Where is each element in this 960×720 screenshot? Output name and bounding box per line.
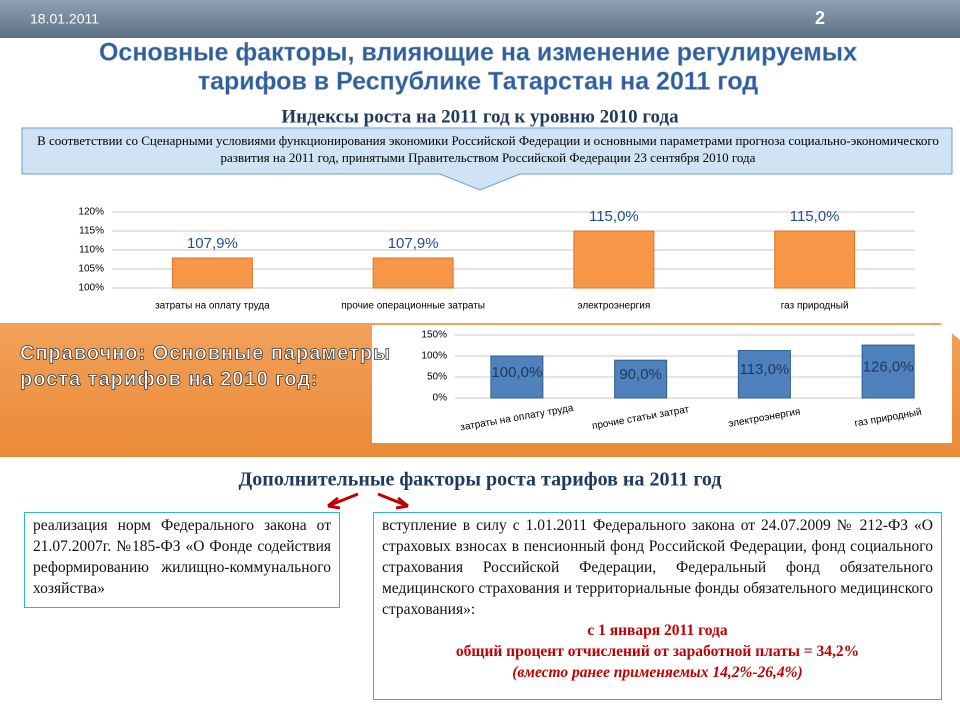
bar — [614, 359, 668, 399]
y-tick-label: 50% — [427, 372, 447, 383]
right-box: вступление в силу с 1.01.2011 Федерально… — [373, 512, 942, 700]
value-label: 115,0% — [589, 208, 639, 225]
value-label: 100,0% — [491, 364, 542, 381]
note: В соответствии со Сценарными условиями ф… — [37, 133, 939, 165]
additional-title: Дополнительные факторы роста тарифов на … — [239, 469, 722, 491]
bar — [737, 350, 791, 399]
value-label: 107,9% — [187, 235, 238, 252]
arrow — [327, 492, 359, 510]
value-label: 107,9% — [388, 235, 439, 252]
date: 18.01.2011 — [30, 11, 99, 27]
x-tick-label: электроэнергия — [577, 301, 650, 312]
page-number: 2 — [815, 8, 825, 28]
y-tick-label: 100% — [421, 351, 447, 362]
title: Основные факторы, влияющие на изменение … — [99, 39, 857, 67]
value-label: 115,0% — [790, 208, 840, 225]
right-box-text: вступление в силу с 1.01.2011 Федерально… — [382, 517, 933, 618]
y-tick-label: 100% — [78, 283, 104, 294]
x-tick-label: газ природный — [781, 301, 849, 312]
highlight: с 1 января 2011 года — [587, 622, 728, 639]
bar — [573, 230, 655, 289]
y-tick-label: 105% — [78, 264, 104, 275]
x-tick-label: прочие операционные затраты — [341, 301, 485, 312]
bar — [490, 355, 544, 399]
bar — [774, 230, 856, 289]
value-label: 126,0% — [863, 359, 914, 376]
value-label: 113,0% — [739, 361, 789, 378]
y-tick-label: 150% — [421, 330, 447, 341]
chart2-title: роста тарифов на 2010 год: — [20, 368, 319, 390]
chart2-title: Справочно: Основные параметры — [20, 342, 391, 364]
highlight: общий процент отчислений от заработной п… — [455, 643, 860, 660]
bar — [861, 344, 915, 399]
arrow — [377, 492, 409, 510]
y-tick-label: 115% — [79, 226, 104, 237]
title: тарифов в Республике Татарстан на 2011 г… — [198, 68, 758, 96]
x-tick-label: затраты на оплату труда — [155, 301, 270, 312]
y-tick-label: 120% — [78, 207, 104, 218]
highlight: (вместо ранее применяемых 14,2%-26,4%) — [512, 664, 803, 681]
bar — [171, 257, 253, 289]
note-box — [21, 127, 953, 191]
y-tick-label: 0% — [433, 393, 448, 404]
header-bar — [0, 0, 960, 38]
bar — [372, 257, 454, 289]
subtitle: Индексы роста на 2011 год к уровню 2010 … — [281, 106, 679, 127]
value-label: 90,0% — [619, 366, 662, 383]
y-tick-label: 110% — [79, 245, 104, 256]
left-box: реализация норм Федерального закона от 2… — [24, 512, 340, 608]
